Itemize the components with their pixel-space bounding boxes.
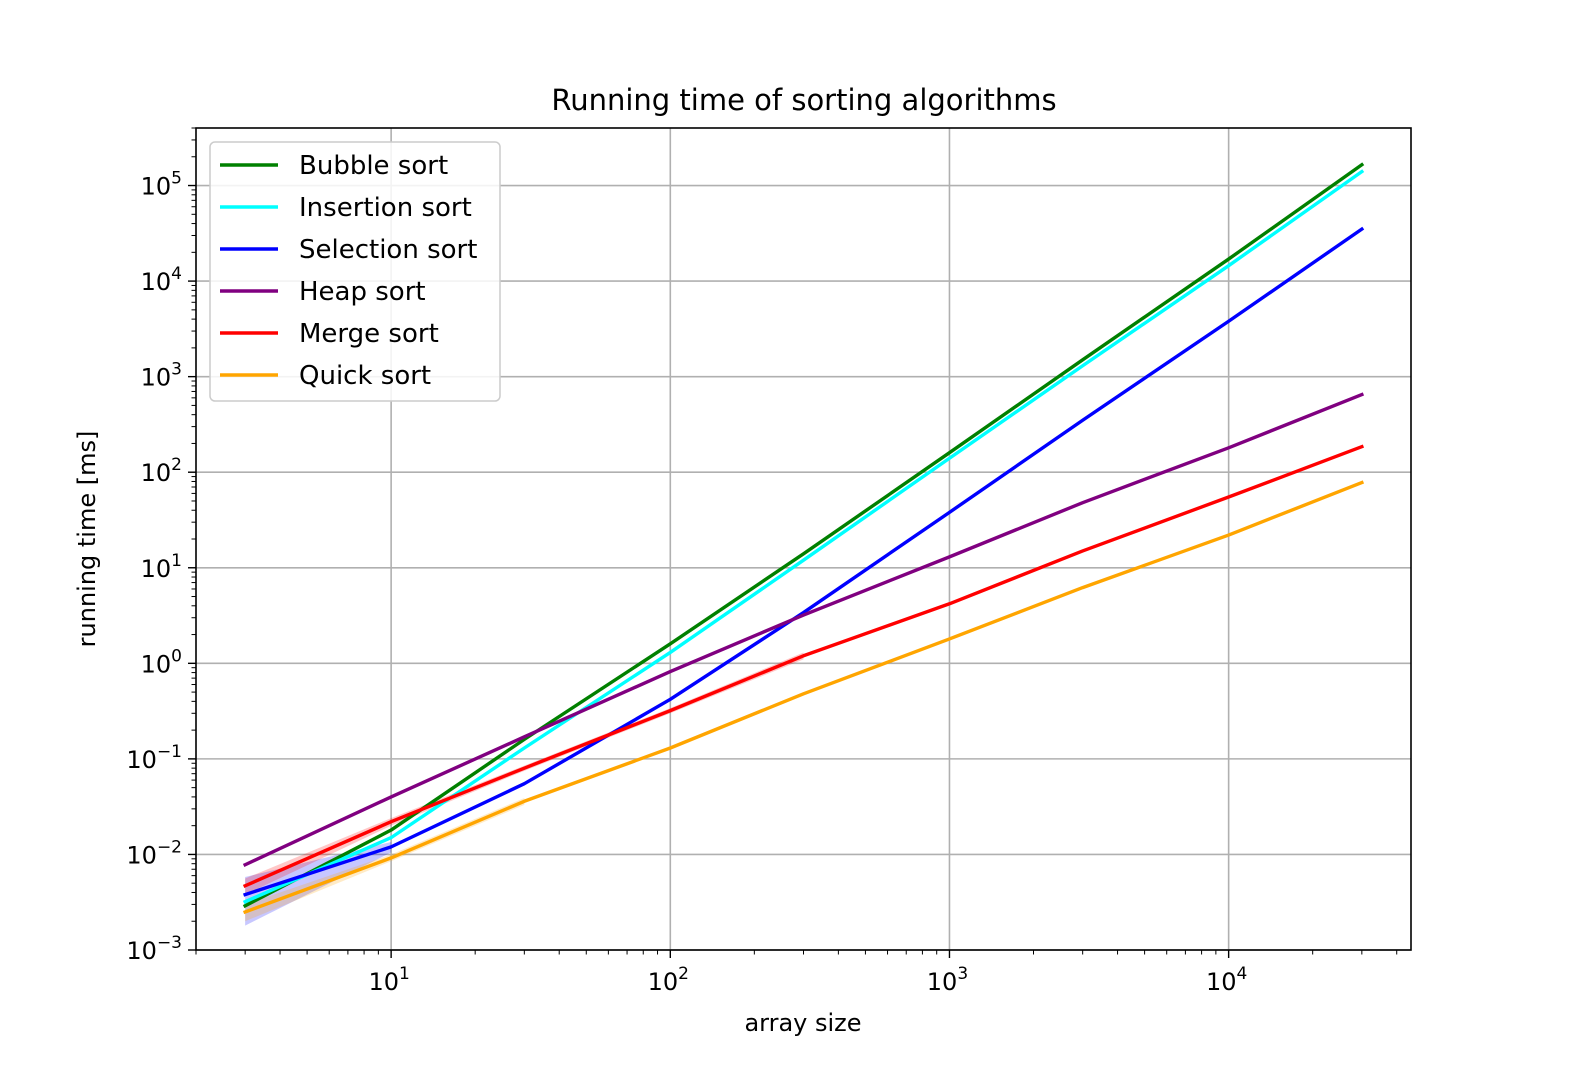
y-tick-label: 10−3 (126, 933, 182, 965)
y-tick-label: 10−1 (126, 742, 182, 774)
series-line-selection-sort (243, 226, 1365, 897)
legend-label: Insertion sort (299, 193, 472, 223)
series-lines (242, 162, 1365, 915)
x-tick-label: 101 (368, 964, 409, 996)
y-tick-label: 104 (141, 264, 182, 296)
legend-label: Merge sort (299, 319, 439, 349)
y-tick-label: 102 (141, 455, 182, 487)
y-tick-label: 101 (141, 551, 182, 583)
series-line-insertion-sort (242, 169, 1365, 904)
series-line-heap-sort (242, 392, 1365, 868)
y-tick-label: 103 (141, 360, 182, 392)
y-axis-label: running time [ms] (73, 431, 101, 648)
grid-lines (196, 128, 1411, 951)
series-line-quick-sort (242, 480, 1365, 915)
legend-label: Heap sort (299, 277, 426, 307)
x-tick-label: 102 (648, 964, 689, 996)
y-axis-ticks: 10−3 10−2 10−1 100 101 102 103 104 105 (126, 127, 196, 965)
x-tick-label: 103 (927, 964, 968, 996)
x-axis-ticks: 101 102 103 104 (195, 950, 1398, 996)
y-tick-label: 100 (141, 646, 182, 678)
legend-label: Bubble sort (299, 151, 448, 181)
legend-label: Selection sort (299, 235, 477, 265)
y-tick-label: 105 (141, 169, 182, 201)
legend: Bubble sort Insertion sort Selection sort H… (209, 141, 501, 402)
series-line-merge-sort (242, 444, 1365, 889)
legend-box (209, 141, 501, 402)
x-axis-label: array size (744, 1009, 861, 1037)
legend-label: Quick sort (299, 361, 431, 391)
chart-title: Running time of sorting algorithms (551, 83, 1056, 117)
x-tick-label: 104 (1206, 964, 1247, 996)
series-line-bubble-sort (242, 162, 1365, 909)
y-tick-label: 10−2 (126, 837, 182, 869)
